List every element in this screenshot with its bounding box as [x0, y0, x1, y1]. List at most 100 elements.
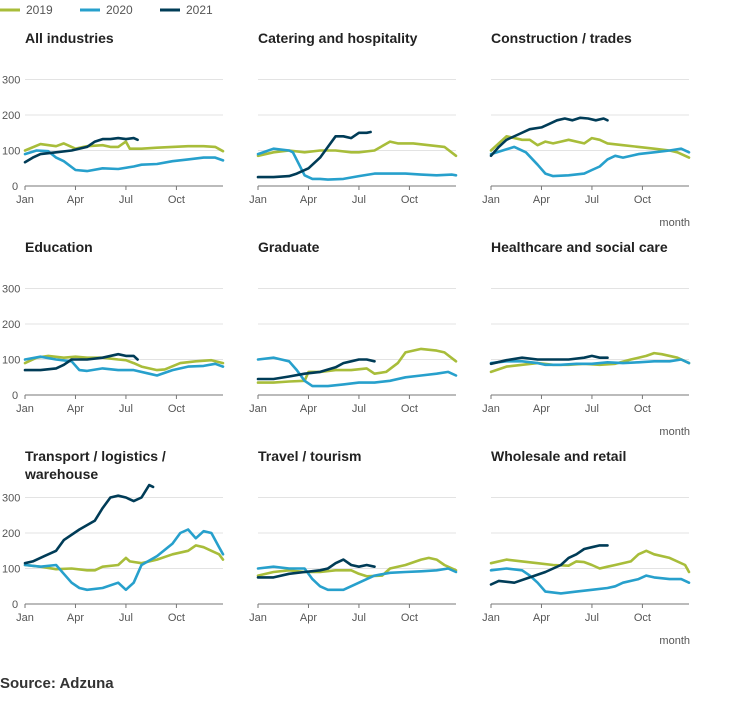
series-line-2019: [23, 544, 225, 572]
x-tick-label: Apr: [67, 194, 84, 206]
panel-5: Healthcare and social care Jan Apr Jul Oct: [482, 239, 691, 415]
x-tick-label: Oct: [168, 403, 185, 415]
panel-7: Travel / tourism Jan Apr Jul Oct: [249, 448, 458, 624]
series-line-2019: [489, 135, 691, 159]
x-tick-label: Apr: [533, 403, 550, 415]
x-tick-label: Jan: [249, 612, 267, 624]
x-tick-label: Jan: [16, 403, 34, 415]
series-line-2021: [489, 544, 609, 586]
series-line-2019: [489, 549, 691, 574]
series-line-2020: [489, 145, 691, 178]
series-line-2021: [23, 483, 155, 565]
x-tick-label: Jul: [119, 403, 133, 415]
x-tick-label: Jul: [585, 403, 599, 415]
y-tick-label: 0: [12, 181, 18, 193]
x-tick-label: Jul: [585, 194, 599, 206]
x-tick-label: Jan: [16, 194, 34, 206]
panel-title: Construction / trades: [491, 30, 632, 46]
y-tick-label: 100: [2, 564, 20, 576]
series-line-2020: [256, 147, 458, 181]
panel-1: Catering and hospitality Jan Apr Jul Oct: [249, 30, 458, 206]
y-tick-label: 300: [2, 284, 20, 296]
x-tick-label: Jan: [482, 194, 500, 206]
series-line-2020: [489, 567, 691, 595]
x-tick-label: Oct: [168, 612, 185, 624]
y-tick-label: 0: [12, 390, 18, 402]
panel-8: Wholesale and retail Jan Apr Jul Oct: [482, 448, 691, 624]
x-tick-label: Apr: [67, 612, 84, 624]
x-tick-label: Oct: [401, 194, 418, 206]
x-tick-label: Apr: [300, 403, 317, 415]
legend-label-2020: 2020: [106, 3, 133, 17]
panel-title: Transport / logistics /: [25, 448, 166, 464]
legend-label-2021: 2021: [186, 3, 213, 17]
panel-title: Education: [25, 239, 93, 255]
legend-label-2019: 2019: [26, 3, 53, 17]
x-tick-label: Apr: [300, 194, 317, 206]
panel-2: Construction / trades Jan Apr Jul Oct: [482, 30, 691, 206]
x-tick-label: Jan: [249, 194, 267, 206]
panel-title: All industries: [25, 30, 114, 46]
y-tick-label: 100: [2, 355, 20, 367]
series-line-2021: [256, 358, 376, 381]
series-line-2021: [23, 136, 139, 164]
series-line-2020: [23, 149, 225, 173]
y-tick-label: 300: [2, 75, 20, 87]
x-tick-label: Oct: [401, 612, 418, 624]
y-tick-label: 200: [2, 110, 20, 122]
x-tick-label: Jul: [352, 612, 366, 624]
series-line-2021: [256, 558, 376, 579]
x-tick-label: Jan: [249, 403, 267, 415]
month-axis-labels: month month month: [659, 217, 690, 647]
panel-title: Wholesale and retail: [491, 448, 626, 464]
series-line-2020: [256, 565, 458, 592]
x-axis-title: month: [659, 217, 690, 229]
x-tick-label: Apr: [533, 612, 550, 624]
panel-title: warehouse: [24, 466, 98, 482]
series-line-2019: [23, 354, 225, 372]
legend: 2019 2020 2021: [0, 3, 213, 17]
x-tick-label: Jan: [482, 403, 500, 415]
x-tick-label: Oct: [634, 403, 651, 415]
series-line-2020: [489, 358, 691, 367]
x-tick-label: Jul: [119, 612, 133, 624]
y-tick-label: 300: [2, 493, 20, 505]
panel-6: Transport / logistics / warehouse 100 200 30…: [2, 448, 225, 624]
panel-title: Travel / tourism: [258, 448, 361, 464]
y-tick-label: 200: [2, 319, 20, 331]
y-tick-label: 200: [2, 528, 20, 540]
x-tick-label: Oct: [168, 194, 185, 206]
series-line-2021: [489, 354, 609, 366]
x-axis-title: month: [659, 426, 690, 438]
x-tick-label: Oct: [634, 194, 651, 206]
x-tick-label: Apr: [533, 194, 550, 206]
series-line-2019: [256, 140, 458, 158]
x-tick-label: Jul: [352, 194, 366, 206]
x-tick-label: Jul: [119, 194, 133, 206]
x-tick-label: Jul: [352, 403, 366, 415]
series-line-2021: [489, 116, 609, 158]
x-tick-label: Oct: [634, 612, 651, 624]
panel-title: Catering and hospitality: [258, 30, 418, 46]
y-tick-label: 100: [2, 146, 20, 158]
series-line-2020: [256, 356, 458, 388]
x-tick-label: Apr: [67, 403, 84, 415]
x-tick-label: Jan: [16, 612, 34, 624]
x-tick-label: Oct: [401, 403, 418, 415]
series-line-2019: [256, 347, 458, 384]
panel-title: Healthcare and social care: [491, 239, 668, 255]
series-line-2019: [489, 351, 691, 374]
series-line-2020: [23, 528, 225, 592]
series-line-2020: [23, 355, 225, 377]
panel-4: Graduate Jan Apr Jul Oct: [249, 239, 458, 415]
x-tick-label: Jul: [585, 612, 599, 624]
series-line-2021: [23, 352, 139, 372]
source-note: Source: Adzuna: [0, 675, 114, 692]
x-axis-title: month: [659, 635, 690, 647]
x-tick-label: Apr: [300, 612, 317, 624]
series-line-2019: [23, 140, 225, 153]
